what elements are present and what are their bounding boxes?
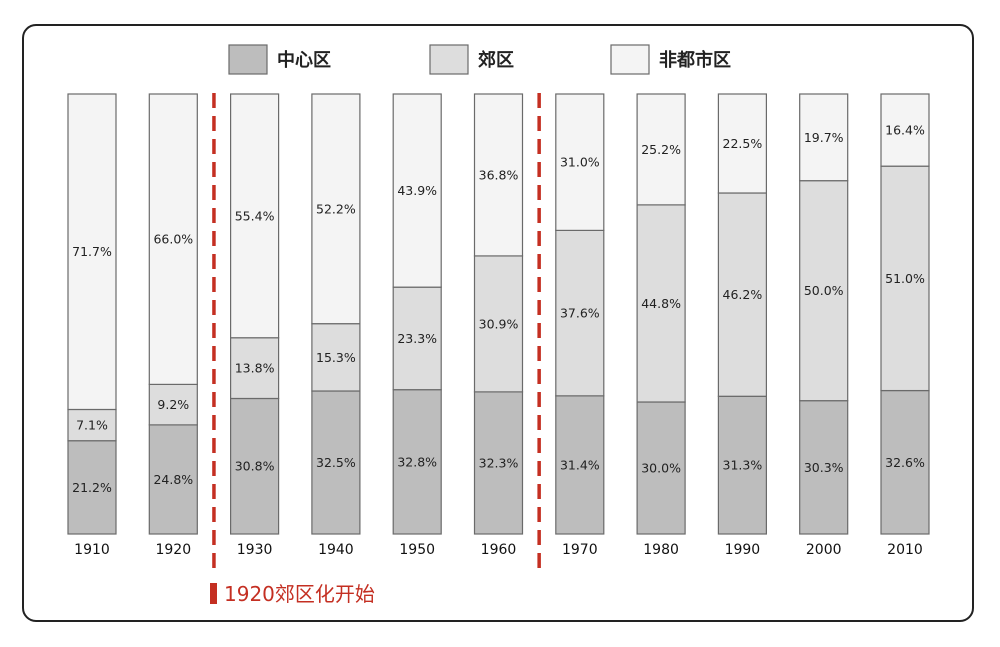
data-label-non-metro-2010: 16.4%	[885, 123, 925, 138]
bar-segment-inner-city-2000	[799, 400, 849, 535]
bar-segment-suburb-1960	[473, 255, 524, 393]
x-tick-label-2000: 2000	[806, 542, 842, 558]
data-label-non-metro-1920: 66.0%	[153, 232, 193, 247]
data-label-inner-city-1960: 32.3%	[479, 455, 519, 470]
bar-segment-suburb-1940	[311, 323, 361, 392]
data-label-inner-city-1910: 21.2%	[72, 480, 112, 495]
data-label-non-metro-1970: 31.0%	[560, 155, 600, 170]
data-label-non-metro-1940: 52.2%	[316, 201, 356, 216]
x-tick-label-1990: 1990	[725, 542, 761, 558]
bar-segment-suburb-2000	[799, 180, 849, 402]
x-tick-label-1920: 1920	[155, 542, 191, 558]
bar-segment-inner-city-1910	[67, 440, 117, 535]
bar-segment-inner-city-2010	[880, 389, 930, 535]
bar-segment-inner-city-1930	[230, 397, 280, 535]
data-label-non-metro-1910: 71.7%	[72, 244, 112, 259]
bar-segment-suburb-1930	[230, 337, 280, 400]
data-label-inner-city-1980: 30.0%	[641, 461, 681, 476]
data-label-suburb-1970: 37.6%	[560, 306, 600, 321]
data-label-non-metro-1930: 55.4%	[235, 208, 275, 223]
x-tick-label-1980: 1980	[643, 542, 679, 558]
bar-segment-inner-city-1940	[311, 390, 361, 535]
x-tick-label-1940: 1940	[318, 542, 354, 558]
x-tick-label-1970: 1970	[562, 542, 598, 558]
x-tick-label-1950: 1950	[399, 542, 435, 558]
bar-segment-inner-city-1920	[148, 424, 198, 535]
bar-segment-non-metro-1930	[230, 93, 280, 339]
bar-segment-suburb-1990	[717, 192, 768, 397]
data-label-non-metro-2000: 19.7%	[804, 130, 844, 145]
data-label-suburb-1960: 30.9%	[479, 316, 519, 331]
data-label-non-metro-1960: 36.8%	[479, 167, 519, 182]
data-label-suburb-1940: 15.3%	[316, 350, 356, 365]
bar-segment-non-metro-1940	[311, 93, 361, 325]
data-label-inner-city-1950: 32.8%	[397, 454, 437, 469]
bar-segment-non-metro-1950	[392, 93, 442, 288]
data-label-non-metro-1990: 22.5%	[723, 136, 763, 151]
x-tick-label-2010: 2010	[887, 542, 923, 558]
legend-swatch-inner-city	[228, 44, 268, 75]
data-label-inner-city-2010: 32.6%	[885, 455, 925, 470]
data-label-suburb-1950: 23.3%	[397, 331, 437, 346]
data-label-suburb-1990: 46.2%	[723, 287, 763, 302]
data-label-inner-city-1970: 31.4%	[560, 457, 600, 472]
bar-segment-inner-city-1970	[555, 395, 605, 535]
data-label-inner-city-1930: 30.8%	[235, 459, 275, 474]
bar-segment-non-metro-1910	[67, 93, 117, 411]
x-tick-label-1960: 1960	[481, 542, 517, 558]
legend-label-non-metro: 非都市区	[659, 49, 731, 71]
legend-label-suburb: 郊区	[478, 49, 514, 71]
data-label-suburb-2010: 51.0%	[885, 271, 925, 286]
bar-segment-suburb-1970	[555, 229, 605, 397]
bar-segment-non-metro-2010	[880, 93, 930, 167]
bar-segment-inner-city-1990	[717, 395, 768, 535]
bar-segment-non-metro-1990	[717, 93, 768, 194]
data-label-suburb-1930: 13.8%	[235, 361, 275, 376]
data-label-suburb-1980: 44.8%	[641, 296, 681, 311]
bar-segment-non-metro-1970	[555, 93, 605, 231]
bar-segment-inner-city-1960	[473, 391, 524, 535]
bar-segment-non-metro-1960	[473, 93, 524, 257]
data-label-non-metro-1950: 43.9%	[397, 183, 437, 198]
bar-segment-non-metro-1920	[148, 93, 198, 385]
annotation-bar-icon	[210, 583, 217, 604]
data-label-inner-city-2000: 30.3%	[804, 460, 844, 475]
bar-segment-non-metro-1980	[636, 93, 686, 206]
data-label-suburb-1920: 9.2%	[157, 397, 189, 412]
x-tick-label-1930: 1930	[237, 542, 273, 558]
bar-segment-suburb-1920	[148, 383, 198, 426]
legend-swatch-suburb	[429, 44, 469, 75]
legend-label-inner-city: 中心区	[277, 49, 331, 71]
data-label-inner-city-1940: 32.5%	[316, 455, 356, 470]
bar-segment-suburb-1980	[636, 204, 686, 403]
bar-segment-suburb-1950	[392, 286, 442, 391]
annotation-text: 1920郊区化开始	[224, 582, 375, 606]
data-label-inner-city-1990: 31.3%	[723, 458, 763, 473]
data-label-inner-city-1920: 24.8%	[153, 472, 193, 487]
legend-swatch-non-metro	[610, 44, 650, 75]
bar-segment-inner-city-1980	[636, 401, 686, 535]
data-label-non-metro-1980: 25.2%	[641, 142, 681, 157]
data-label-suburb-1910: 7.1%	[76, 418, 108, 433]
bar-segment-non-metro-2000	[799, 93, 849, 182]
data-label-suburb-2000: 50.0%	[804, 283, 844, 298]
x-tick-label-1910: 1910	[74, 542, 110, 558]
